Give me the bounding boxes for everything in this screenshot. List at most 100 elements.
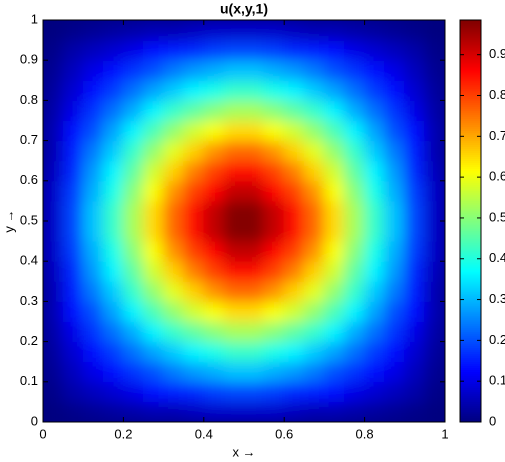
heatmap-cell [243,381,265,403]
heatmap-cell [143,120,165,142]
heatmap-cell [163,260,185,282]
heatmap-cell [303,160,325,182]
colorbar-tick-label: 0 [489,413,496,428]
heatmap-cell [404,79,426,101]
heatmap-cell [323,160,345,182]
heatmap-cell [283,280,305,302]
heatmap-cell [122,381,144,403]
heatmap-cell [223,381,245,403]
heatmap-cell [344,321,366,343]
heatmap-cell [303,260,325,282]
heatmap-cell [43,39,64,61]
heatmap-cell [283,401,305,422]
heatmap-cell [263,321,285,343]
heatmap-cell [404,120,426,142]
heatmap-cell [62,220,84,242]
heatmap-cell [183,20,205,41]
heatmap-cell [323,200,345,222]
heatmap-cell [364,381,386,403]
y-tick-label: 0.8 [20,92,38,107]
heatmap-cell [62,160,84,182]
heatmap-cell [102,381,124,403]
heatmap-cell [143,260,165,282]
heatmap-cell [43,381,64,403]
heatmap-cell [102,200,124,222]
y-axis-label: y → [1,209,16,232]
heatmap-cell [122,220,144,242]
heatmap-cell [183,180,205,202]
heatmap-cell [344,361,366,383]
heatmap-cell [323,39,345,61]
heatmap-cell [203,341,225,363]
heatmap-cell [223,59,245,81]
heatmap-cell [122,180,144,202]
heatmap-cell [183,160,205,182]
heatmap-cell [364,220,386,242]
heatmap-cell [43,280,64,302]
heatmap-cell [364,361,386,383]
heatmap-cell [263,401,285,422]
heatmap-cell [243,220,265,242]
heatmap-cell [263,39,285,61]
heatmap-cell [364,59,386,81]
heatmap-cell [263,99,285,121]
heatmap-cell [163,160,185,182]
colorbar: 0 0.1 0.2 0.3 0.4 0.5 0.6 0.7 0.8 0.9 [459,19,505,428]
heatmap-cell [283,79,305,101]
heatmap-cell [163,321,185,343]
heatmap-cell [283,39,305,61]
colorbar-tick-label: 0.8 [489,87,505,102]
heatmap-cell [62,240,84,262]
heatmap-cell [424,200,445,222]
heatmap-cell [82,180,104,202]
heatmap-cell [344,240,366,262]
heatmap-cell [364,280,386,302]
y-tick-label: 0.6 [20,172,38,187]
heatmap-cell [404,180,426,202]
heatmap-cell [62,300,84,322]
heatmap-cell [424,180,445,202]
heatmap-cell [323,20,345,41]
heatmap-cell [163,361,185,383]
heatmap-cell [143,140,165,162]
heatmap-cell [163,59,185,81]
heatmap-cell [303,341,325,363]
heatmap-cell [303,280,325,302]
heatmap-cell [102,20,124,41]
heatmap-cell [404,381,426,403]
heatmap-cell [122,140,144,162]
heatmap-cell [203,240,225,262]
colorbar-tick-label: 0.5 [489,209,505,224]
heatmap-cell [424,160,445,182]
heatmap-cell [102,280,124,302]
heatmap-cell [62,120,84,142]
y-tick-label: 0.2 [20,333,38,348]
heatmap-cell [424,401,445,422]
heatmap-cell [364,341,386,363]
heatmap-cell [163,120,185,142]
heatmap-cell [122,321,144,343]
heatmap-cell [384,140,406,162]
heatmap-cell [344,140,366,162]
heatmap-cell [43,260,64,282]
heatmap-cells [43,20,445,422]
heatmap-cell [62,140,84,162]
heatmap-cell [102,321,124,343]
heatmap-cell [283,160,305,182]
heatmap-cell [143,160,165,182]
heatmap-cell [102,401,124,422]
heatmap-cell [384,200,406,222]
y-tick-label: 1 [31,11,38,26]
x-tick-label: 0.2 [114,426,132,441]
heatmap-cell [263,160,285,182]
heatmap-cell [43,180,64,202]
heatmap-cell [384,341,406,363]
axes: 0 0.2 0.4 0.6 0.8 1 0 0.1 0.2 0.3 0.4 0.5 0.6 0.7 0.8 0… [20,11,449,441]
heatmap-cell [223,401,245,422]
heatmap-cell [62,341,84,363]
colorbar-frame [459,19,482,423]
heatmap-cell [122,79,144,101]
heatmap-cell [143,79,165,101]
heatmap-cell [263,79,285,101]
heatmap-cell [143,240,165,262]
